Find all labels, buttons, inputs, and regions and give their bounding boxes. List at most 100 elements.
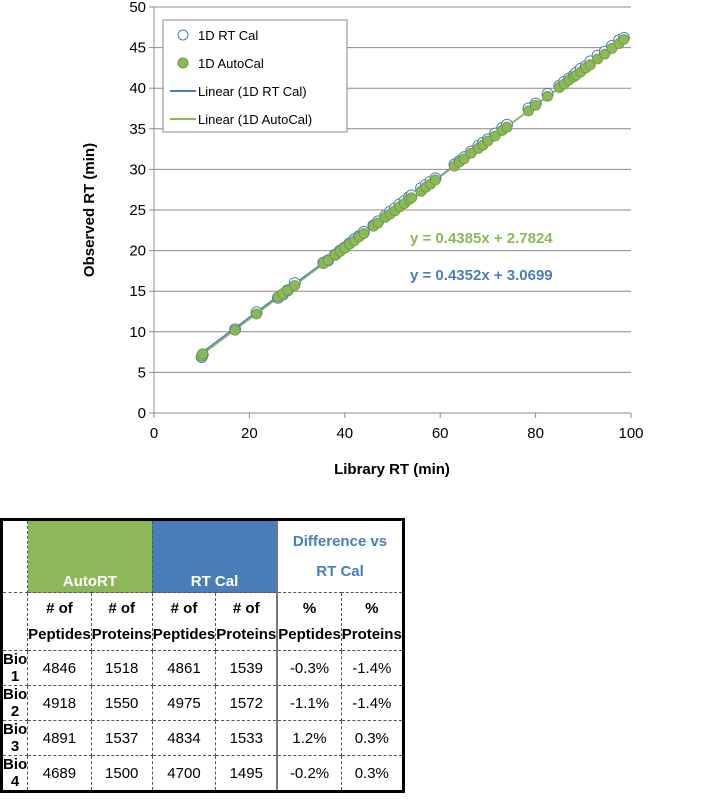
difference-header-line1: Difference vs [292, 532, 388, 550]
diff-peptides-header: % Peptides [277, 592, 342, 651]
x-tick-label: 0 [150, 425, 158, 442]
autocal-point [523, 105, 534, 117]
auto-proteins-cell: 1550 [90, 685, 153, 721]
auto-proteins-cell: 1500 [90, 755, 153, 792]
autocal-point [585, 59, 596, 71]
y-tick-label: 10 [129, 324, 146, 341]
autocal-point [430, 174, 441, 186]
diff-proteins-cell: -1.4% [340, 685, 404, 721]
y-axis-label: Observed RT (min) [81, 143, 98, 277]
autocal-point [501, 121, 513, 133]
y-tick-label: 45 [129, 40, 146, 57]
auto-proteins-header-prefix: # of [108, 599, 136, 617]
row-label: Bio 2 [0, 685, 29, 721]
rt-peptides-cell: 4700 [151, 755, 217, 792]
difference-header-line2: RT Cal [316, 562, 364, 580]
y-tick-label: 15 [129, 283, 146, 300]
rtcal-header: RT Cal [151, 519, 278, 593]
auto-peptides-cell: 4891 [27, 720, 92, 756]
rt-peptides-cell: 4861 [151, 650, 217, 686]
axes [149, 6, 632, 418]
diff-peptides-cell: -0.3% [277, 650, 342, 686]
corner-cell [0, 519, 29, 593]
x-tick-label: 40 [336, 425, 353, 442]
x-tick-label: 60 [432, 425, 449, 442]
auto-peptides-cell: 4689 [27, 755, 92, 792]
row-label: Bio 1 [0, 650, 29, 686]
autocal-point [542, 90, 553, 102]
x-tick-label: 100 [618, 425, 643, 442]
column-separator [276, 519, 279, 792]
rt-peptides-cell: 4975 [151, 685, 217, 721]
diff-proteins-header-label: Proteins [341, 625, 402, 643]
auto-proteins-cell: 1518 [90, 650, 153, 686]
legend-marker-rtcal [177, 29, 189, 41]
y-tick-label: 20 [129, 243, 146, 260]
autocal-point [372, 217, 384, 229]
diff-proteins-cell: 0.3% [340, 720, 404, 756]
autocal-point [358, 228, 370, 239]
tick-labels: 0 5 10 15 20 25 30 35 40 45 50 0 20 40 60 80 100 [129, 0, 643, 442]
legend-label-linear-rtcal: Linear (1D RT Cal) [198, 84, 307, 99]
x-tick-label: 20 [241, 425, 258, 442]
x-axis-label: Library RT (min) [334, 461, 450, 478]
diff-peptides-cell: -1.1% [277, 685, 342, 721]
autocal-point [458, 153, 470, 165]
rt-scatter-chart: 0 5 10 15 20 25 30 35 40 45 50 0 20 40 60 80 100 Library… [81, 0, 644, 478]
auto-proteins-header: # of Proteins [90, 592, 153, 651]
diff-proteins-header: % Proteins [340, 592, 404, 651]
rt-peptides-cell: 4834 [151, 720, 217, 756]
y-tick-label: 30 [129, 161, 146, 178]
autocal-point [530, 99, 541, 111]
legend-label-autocal: 1D AutoCal [198, 56, 264, 71]
diff-peptides-header-label: Peptides [278, 625, 341, 643]
table-row: Bio 4 4689 1500 4700 1495 -0.2% 0.3% [0, 755, 404, 792]
autocal-point [229, 324, 241, 336]
autocal-point [489, 130, 501, 142]
autocal-point [406, 192, 417, 204]
auto-peptides-cell: 4918 [27, 685, 92, 721]
legend: 1D RT Cal 1D AutoCal Linear (1D RT Cal) … [162, 19, 348, 133]
auto-peptides-header: # of Peptides [27, 592, 92, 651]
autocal-equation: y = 0.4385x + 2.7824 [410, 230, 553, 247]
rt-proteins-header: # of Proteins [215, 592, 278, 651]
autocal-point [289, 280, 301, 291]
diff-peptides-cell: 1.2% [277, 720, 342, 756]
diff-proteins-header-prefix: % [365, 599, 379, 617]
rt-proteins-cell: 1539 [215, 650, 278, 686]
auto-peptides-header-label: Peptides [28, 625, 91, 643]
autocal-point [322, 254, 334, 266]
chart-canvas: 0 5 10 15 20 25 30 35 40 45 50 0 20 40 60 80 100 Library… [81, 0, 644, 478]
y-tick-label: 5 [138, 364, 146, 381]
autocal-point [197, 348, 209, 360]
data-points [195, 31, 630, 363]
auto-proteins-cell: 1537 [90, 720, 153, 756]
row-label: Bio 4 [0, 755, 29, 792]
x-tick-label: 80 [527, 425, 544, 442]
diff-peptides-cell: -0.2% [277, 755, 342, 792]
y-tick-label: 25 [129, 202, 146, 219]
auto-peptides-cell: 4846 [27, 650, 92, 686]
rtcal-equation: y = 0.4352x + 3.0699 [410, 267, 553, 284]
rt-proteins-header-prefix: # of [232, 599, 260, 617]
sub-corner-cell [0, 592, 29, 651]
rt-peptides-header-label: Peptides [152, 625, 216, 643]
rt-proteins-cell: 1533 [215, 720, 278, 756]
table-row: Bio 1 4846 1518 4861 1539 -0.3% -1.4% [0, 650, 404, 686]
y-tick-label: 50 [129, 0, 146, 16]
diff-peptides-header-prefix: % [302, 599, 317, 617]
rt-proteins-header-label: Proteins [216, 625, 277, 643]
sub-header-row: # of Peptides # of Proteins # of Peptide… [0, 592, 404, 651]
autocal-point [251, 308, 262, 320]
diff-proteins-cell: 0.3% [340, 755, 404, 792]
table-row: Bio 2 4918 1550 4975 1572 -1.1% -1.4% [0, 685, 404, 721]
autocal-point [599, 48, 611, 60]
row-label: Bio 3 [0, 720, 29, 756]
legend-label-linear-autocal: Linear (1D AutoCal) [198, 112, 312, 127]
legend-label-rtcal: 1D RT Cal [198, 28, 258, 43]
y-tick-label: 40 [129, 80, 146, 97]
auto-proteins-header-label: Proteins [91, 625, 152, 643]
comparison-table: AutoRT RT Cal Difference vs RT Cal # of … [0, 518, 405, 793]
diff-proteins-cell: -1.4% [340, 650, 404, 686]
table-row: Bio 3 4891 1537 4834 1533 1.2% 0.3% [0, 720, 404, 756]
